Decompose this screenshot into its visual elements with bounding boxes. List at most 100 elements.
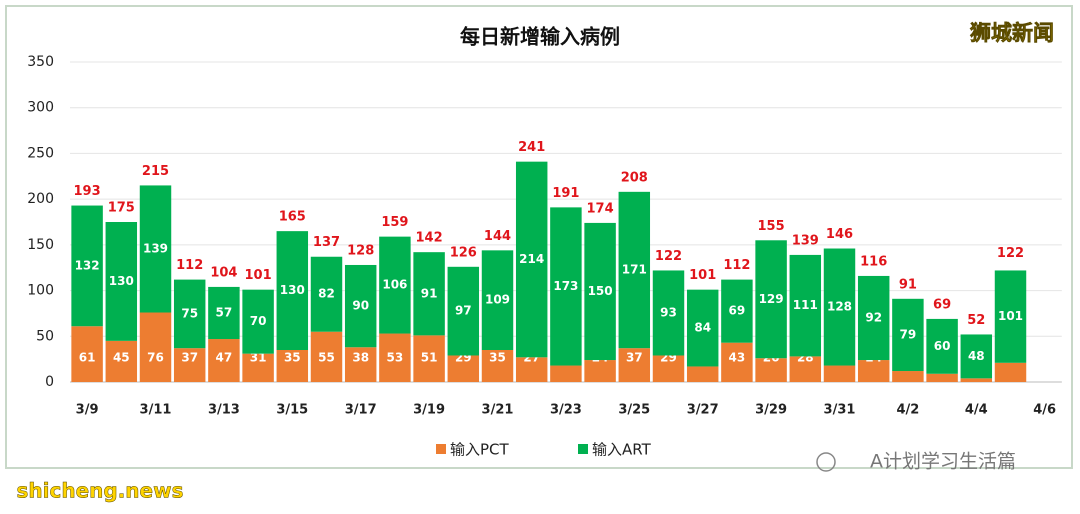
bar-segment — [994, 362, 1027, 382]
total-label: 101 — [245, 268, 272, 283]
x-tick-label: 3/21 — [482, 403, 514, 418]
total-label: 52 — [967, 313, 985, 328]
total-label: 122 — [655, 249, 682, 264]
total-label: 91 — [899, 277, 917, 292]
segment-label: 214 — [519, 252, 544, 266]
bar-segment — [413, 335, 445, 382]
bar-segment — [276, 231, 309, 350]
bar-segment — [173, 348, 206, 382]
bar-segment — [652, 355, 685, 382]
total-label: 142 — [416, 231, 443, 246]
bar-segment — [618, 348, 651, 382]
bar-segment — [686, 366, 719, 382]
segment-label: 76 — [147, 351, 164, 365]
legend-label: 输入ART — [592, 441, 652, 459]
segment-label: 150 — [588, 284, 613, 298]
segment-label: 69 — [729, 304, 746, 318]
x-tick-label: 4/2 — [896, 403, 919, 418]
watermark: shicheng.news — [17, 479, 184, 503]
bar-segment — [515, 357, 548, 382]
segment-label: 97 — [455, 304, 472, 318]
x-tick-label: 3/23 — [550, 403, 582, 418]
y-tick-label: 150 — [27, 237, 54, 253]
segment-label: 60 — [934, 339, 951, 353]
chart-title: 每日新增输入病例 — [460, 25, 620, 49]
bar-segment — [242, 289, 274, 354]
bar-segment — [823, 248, 856, 366]
bar-segment — [481, 250, 514, 350]
bar-segment — [515, 161, 548, 358]
segment-label: 31 — [250, 351, 267, 365]
segment-label: 37 — [626, 351, 643, 365]
bar-segment — [755, 358, 787, 382]
segment-label: 37 — [181, 351, 198, 365]
bar-segment — [105, 222, 138, 341]
bar-segment — [721, 342, 753, 382]
bar-segment — [892, 371, 924, 382]
total-label: 208 — [621, 170, 648, 185]
bar-segment — [994, 270, 1027, 363]
segment-label: 171 — [622, 263, 647, 277]
total-label: 69 — [933, 297, 951, 312]
bar-segment — [208, 286, 240, 340]
bar-segment — [584, 222, 616, 361]
total-label: 155 — [758, 219, 785, 234]
bar-segment — [857, 275, 890, 361]
total-label: 116 — [860, 254, 887, 269]
segment-label: 139 — [143, 241, 168, 255]
y-tick-label: 0 — [45, 374, 54, 390]
segment-label: 79 — [900, 327, 917, 341]
segment-label: 51 — [421, 351, 438, 365]
x-tick-label: 3/19 — [413, 403, 445, 418]
segment-label: 132 — [75, 258, 100, 272]
y-tick-label: 350 — [27, 54, 54, 70]
bar-segment — [789, 356, 822, 382]
total-label: 112 — [176, 258, 203, 273]
bar-segment — [208, 339, 240, 382]
bar-segment — [892, 298, 924, 372]
segment-label: 61 — [79, 351, 96, 365]
x-tick-label: 3/15 — [276, 403, 308, 418]
x-tick-label: 3/29 — [755, 403, 787, 418]
total-label: 112 — [723, 258, 750, 273]
total-label: 122 — [997, 246, 1024, 261]
x-tick-label: 3/9 — [76, 403, 99, 418]
bar-segment — [139, 185, 172, 313]
segment-label: 47 — [216, 351, 233, 365]
segment-label: 92 — [865, 311, 882, 325]
bar-segment — [71, 326, 103, 382]
bar-segment — [857, 360, 890, 382]
bar-segment — [550, 207, 582, 366]
segment-label: 70 — [250, 314, 267, 328]
total-label: 174 — [587, 201, 614, 216]
total-label: 193 — [74, 184, 101, 199]
segment-label: 57 — [216, 305, 233, 319]
segment-label: 128 — [827, 300, 852, 314]
bar-segment — [71, 205, 103, 327]
total-label: 159 — [381, 215, 408, 230]
segment-label: 101 — [998, 309, 1023, 323]
total-label: 144 — [484, 229, 511, 244]
x-tick-label: 3/27 — [687, 403, 719, 418]
segment-label: 48 — [968, 349, 985, 363]
legend-swatch — [436, 444, 446, 454]
segment-label: 93 — [660, 305, 677, 319]
bar-segment — [584, 360, 616, 382]
bar-segment — [481, 350, 514, 382]
y-tick-label: 300 — [27, 100, 54, 116]
bar-segment — [447, 355, 480, 382]
x-tick-label: 3/31 — [824, 403, 856, 418]
segment-label: 111 — [793, 298, 818, 312]
bar-segment — [926, 318, 958, 374]
x-tick-label: 3/25 — [618, 403, 650, 418]
bar-segment — [344, 264, 377, 348]
segment-label: 106 — [382, 278, 407, 292]
bar-segment — [618, 191, 651, 349]
bar-segment — [379, 333, 411, 382]
x-tick-label: 4/4 — [965, 403, 988, 418]
y-tick-label: 200 — [27, 191, 54, 207]
segment-label: 55 — [318, 351, 335, 365]
segment-label: 43 — [729, 351, 746, 365]
segment-label: 130 — [280, 283, 305, 297]
